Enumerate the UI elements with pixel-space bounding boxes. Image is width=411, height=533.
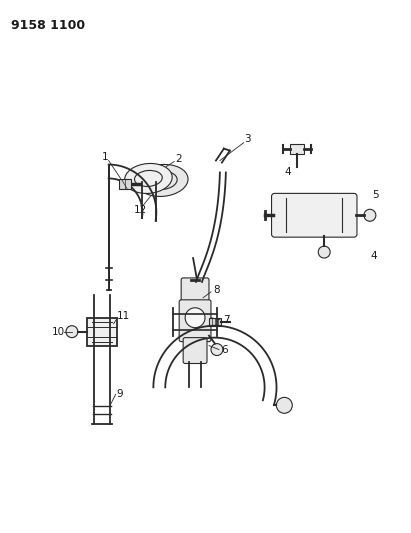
Circle shape <box>66 326 78 337</box>
FancyBboxPatch shape <box>87 318 117 345</box>
Text: 10: 10 <box>51 327 65 337</box>
Text: 12: 12 <box>134 205 147 215</box>
Text: 5: 5 <box>372 190 379 200</box>
FancyBboxPatch shape <box>179 300 211 342</box>
Text: 11: 11 <box>117 311 130 321</box>
Text: 8: 8 <box>214 285 220 295</box>
Ellipse shape <box>148 172 177 189</box>
Circle shape <box>277 398 292 413</box>
Ellipse shape <box>136 165 188 197</box>
Text: 4: 4 <box>371 251 377 261</box>
Circle shape <box>211 344 223 356</box>
Text: 6: 6 <box>222 344 228 354</box>
Circle shape <box>185 308 205 328</box>
FancyBboxPatch shape <box>272 193 357 237</box>
Text: 9158 1100: 9158 1100 <box>12 19 85 33</box>
Ellipse shape <box>125 164 172 193</box>
Text: 2: 2 <box>175 154 182 164</box>
Text: 3: 3 <box>245 134 251 144</box>
FancyBboxPatch shape <box>291 144 304 154</box>
FancyBboxPatch shape <box>181 278 209 304</box>
FancyBboxPatch shape <box>119 180 131 189</box>
Text: 4: 4 <box>284 167 291 177</box>
Text: 7: 7 <box>224 314 230 325</box>
FancyBboxPatch shape <box>183 337 207 364</box>
Ellipse shape <box>134 171 162 187</box>
Circle shape <box>364 209 376 221</box>
Text: 1: 1 <box>102 151 108 161</box>
Text: 9: 9 <box>116 389 123 399</box>
FancyBboxPatch shape <box>209 318 221 326</box>
Circle shape <box>318 246 330 258</box>
